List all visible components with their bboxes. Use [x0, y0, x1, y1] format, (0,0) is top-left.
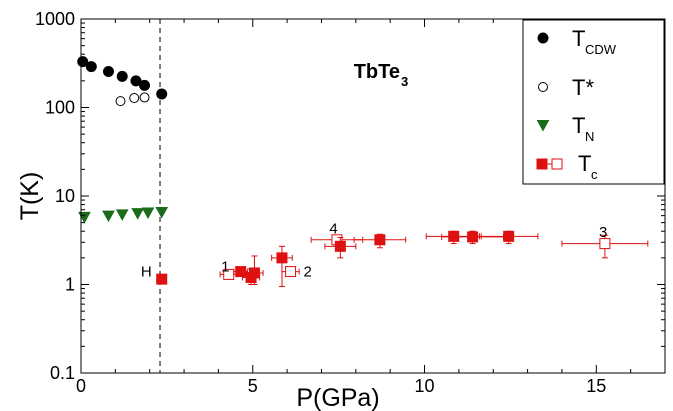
tc-point — [156, 273, 168, 285]
legend-label: T — [572, 26, 585, 51]
t-star-point — [115, 96, 126, 107]
y-axis-label: T(K) — [16, 172, 44, 221]
legend-marker — [537, 32, 549, 44]
point-annotation: H — [141, 264, 152, 281]
legend-label: T* — [572, 75, 594, 100]
x-tick-label: 0 — [76, 376, 86, 396]
x-tick-label: 15 — [586, 376, 606, 396]
tn-point — [155, 206, 169, 219]
x-tick-label: 5 — [248, 376, 258, 396]
y-tick-label: 1000 — [35, 9, 75, 29]
tn-point — [78, 211, 91, 224]
tcdw-point — [102, 66, 114, 78]
y-tick-label: 100 — [45, 98, 75, 118]
tcdw-point — [156, 88, 168, 100]
tn-point — [131, 208, 145, 220]
legend-label: T — [578, 151, 591, 176]
tc-point — [276, 252, 288, 264]
chart-title-subscript: 3 — [401, 74, 408, 89]
legend-box — [522, 19, 665, 185]
data-marks: H 1 2 4 3 — [77, 19, 649, 373]
y-tick-label: 10 — [55, 186, 75, 206]
y-tick-label: 0.1 — [50, 363, 75, 383]
x-axis-label: P(GPa) — [296, 384, 379, 411]
tn-point — [141, 207, 155, 220]
point-annotation: 2 — [304, 264, 312, 281]
point-annotation: 4 — [329, 220, 337, 237]
tc-point — [248, 267, 260, 279]
tc-point — [285, 266, 297, 278]
tc-point — [235, 266, 247, 278]
point-annotation: 1 — [221, 258, 229, 275]
legend-marker — [538, 82, 548, 92]
tcdw-point — [77, 56, 89, 68]
tcdw-point — [85, 61, 97, 73]
chart-title: TbTe — [354, 61, 400, 83]
tn-point — [115, 209, 129, 221]
y-tick-label: 1 — [65, 275, 75, 295]
x-tick-label: 10 — [415, 376, 435, 396]
legend-label-subscript: CDW — [585, 42, 617, 57]
tc-point — [467, 231, 479, 243]
legend-marker-tc-open — [551, 158, 563, 170]
legend-marker-tc-filled — [536, 158, 548, 170]
tc-point — [374, 234, 386, 246]
t-star-point — [139, 92, 150, 103]
legend-label: T — [572, 113, 585, 138]
legend-label-subscript: c — [591, 167, 598, 182]
tc-point — [503, 230, 515, 242]
tn-point — [102, 210, 115, 223]
t-star-point — [129, 93, 140, 104]
tcdw-point — [139, 79, 151, 91]
point-annotation: 3 — [599, 224, 607, 241]
legend-marker — [536, 120, 550, 132]
legend-label-subscript: N — [585, 129, 594, 144]
tc-point — [334, 240, 346, 252]
tcdw-point — [130, 75, 142, 87]
tc-point — [599, 238, 611, 250]
tcdw-point — [116, 70, 128, 82]
tc-point — [448, 230, 460, 242]
